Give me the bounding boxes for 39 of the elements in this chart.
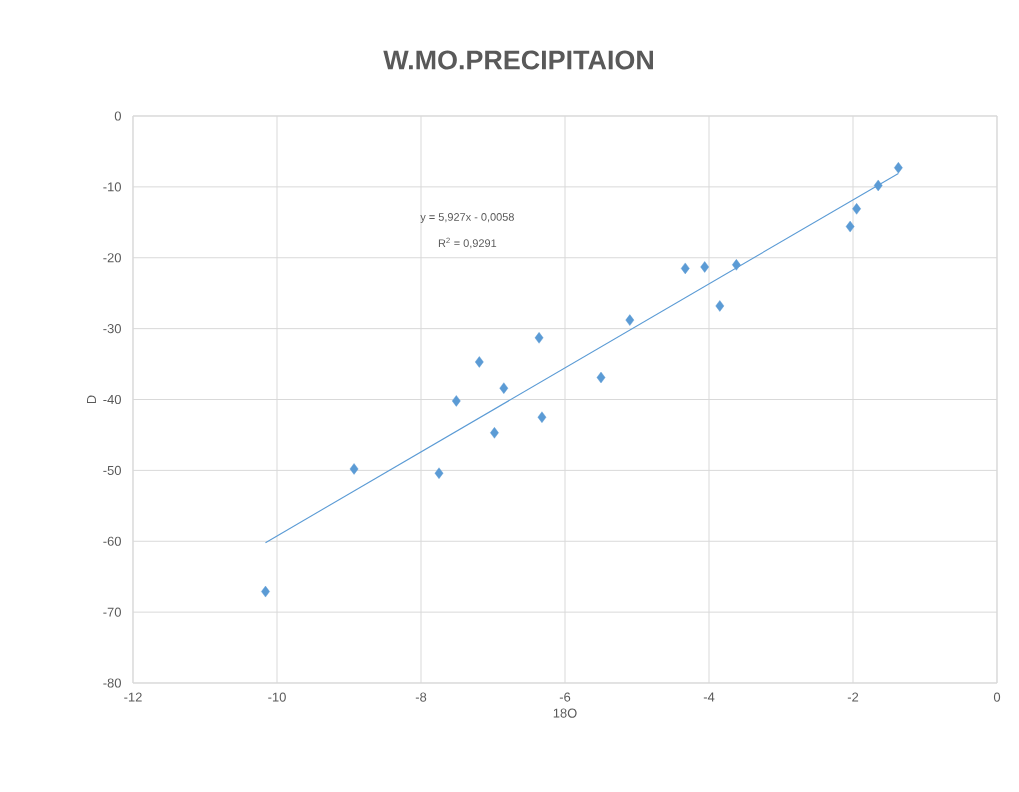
x-tick-label: -8: [415, 692, 427, 702]
point: [894, 162, 903, 174]
y-tick-label: -50: [103, 465, 121, 475]
x-tick-label: 0: [993, 692, 1001, 702]
y-tick-label: -60: [103, 536, 121, 546]
point: [349, 463, 359, 475]
point: [625, 314, 635, 326]
y-tick-label: -30: [103, 324, 121, 334]
y-tick-label: -80: [103, 678, 121, 688]
annotation: R$^{2}$ = 0,9291: [438, 237, 497, 249]
point: [680, 262, 690, 275]
annotation: y = 5,927x - 0,0058: [420, 213, 514, 224]
point: [873, 179, 883, 192]
x-tick-label: -10: [268, 692, 286, 702]
y-tick-label: -40: [103, 394, 121, 405]
point: [852, 203, 861, 215]
point: [434, 467, 444, 479]
y-tick-label: -70: [103, 607, 121, 617]
point: [537, 411, 547, 423]
x-axis-title: 18O: [553, 708, 577, 718]
chart-title: W.MO.PRECIPITAION: [383, 50, 653, 70]
y-axis-title: D: [87, 395, 96, 404]
point: [534, 332, 544, 344]
y-tick-label: -20: [103, 253, 121, 263]
point: [596, 371, 606, 384]
x-tick-label: -2: [847, 692, 859, 702]
point: [732, 259, 741, 271]
point: [490, 427, 499, 439]
y-tick-label: -10: [103, 182, 121, 192]
point: [700, 261, 710, 273]
point: [845, 220, 855, 233]
y-tick-label: 0: [114, 111, 121, 121]
x-tick-label: -4: [703, 692, 715, 702]
point: [451, 395, 461, 407]
x-tick-label: -12: [124, 692, 142, 702]
point: [475, 356, 484, 368]
point: [715, 300, 725, 312]
x-tick-label: -6: [559, 692, 571, 702]
point: [499, 382, 509, 394]
